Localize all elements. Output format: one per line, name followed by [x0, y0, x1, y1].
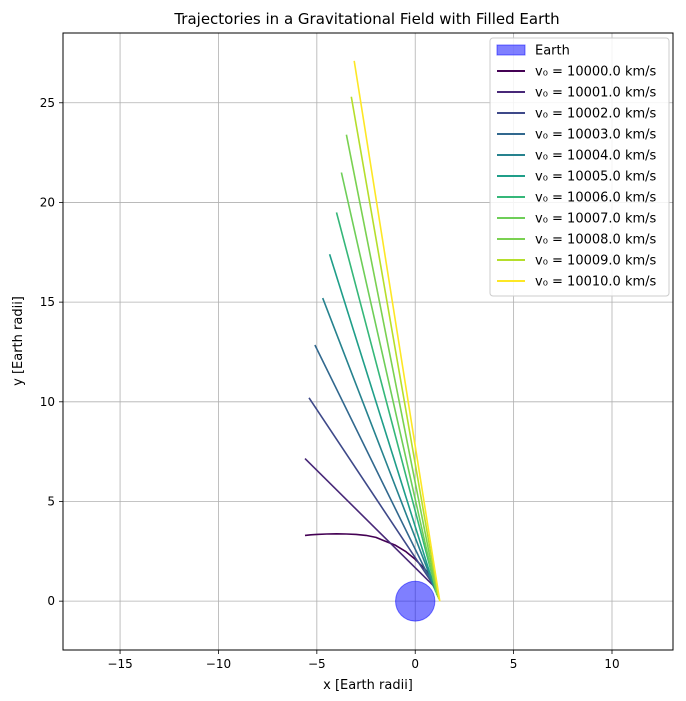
x-axis-label: x [Earth radii]	[323, 678, 413, 693]
x-tick-label: −15	[107, 657, 132, 671]
trajectory-line	[335, 212, 438, 594]
y-tick-label: 10	[40, 395, 55, 409]
x-tick-label: 0	[411, 657, 419, 671]
trajectory-line	[321, 297, 437, 592]
series-layer	[304, 60, 441, 602]
x-tick-label: −5	[308, 657, 326, 671]
trajectory-line	[314, 344, 436, 590]
y-tick-label: 15	[40, 295, 55, 309]
x-tick-label: −10	[206, 657, 231, 671]
earth-disc	[395, 580, 436, 622]
y-tick-label: 20	[40, 195, 55, 209]
y-tick-label: 0	[47, 594, 55, 608]
legend-label: v₀ = 10007.0 km/s	[535, 212, 657, 227]
legend-label: v₀ = 10004.0 km/s	[535, 149, 657, 164]
legend-earth-patch	[496, 44, 526, 56]
trajectory-line	[340, 172, 438, 596]
trajectory-line	[345, 134, 439, 598]
trajectory-line	[328, 254, 437, 593]
legend-label: v₀ = 10009.0 km/s	[535, 254, 657, 269]
trajectory-line	[308, 397, 436, 588]
legend-label: v₀ = 10006.0 km/s	[535, 191, 657, 206]
legend-label: Earth	[535, 44, 570, 59]
legend-box	[489, 37, 670, 297]
legend-label: v₀ = 10003.0 km/s	[535, 128, 657, 143]
y-tick-label: 5	[47, 494, 55, 508]
trajectory-line	[304, 458, 436, 588]
y-tick-label: 25	[40, 96, 55, 110]
trajectory-line	[304, 532, 436, 582]
earth-layer	[395, 580, 436, 622]
x-axis-ticks: −15 −10 −5 0 5 10	[107, 650, 620, 671]
chart-title: Trajectories in a Gravitational Field wi…	[173, 10, 559, 28]
y-axis-label: y [Earth radii]	[11, 296, 26, 386]
x-tick-label: 10	[604, 657, 619, 671]
trajectory-line	[350, 96, 440, 600]
legend-label: v₀ = 10008.0 km/s	[535, 233, 657, 248]
legend: Earth v₀ = 10000.0 km/s v₀ = 10001.0 km/s v…	[489, 37, 670, 297]
legend-label: v₀ = 10002.0 km/s	[535, 107, 657, 122]
trajectory-line	[353, 60, 441, 602]
legend-label: v₀ = 10001.0 km/s	[535, 86, 657, 101]
legend-label: v₀ = 10010.0 km/s	[535, 275, 657, 290]
legend-label: v₀ = 10005.0 km/s	[535, 170, 657, 185]
plot-frame	[62, 32, 674, 651]
x-tick-label: 5	[510, 657, 518, 671]
legend-label: v₀ = 10000.0 km/s	[535, 65, 657, 80]
y-axis-ticks: 0 5 10 15 20 25	[40, 96, 63, 608]
